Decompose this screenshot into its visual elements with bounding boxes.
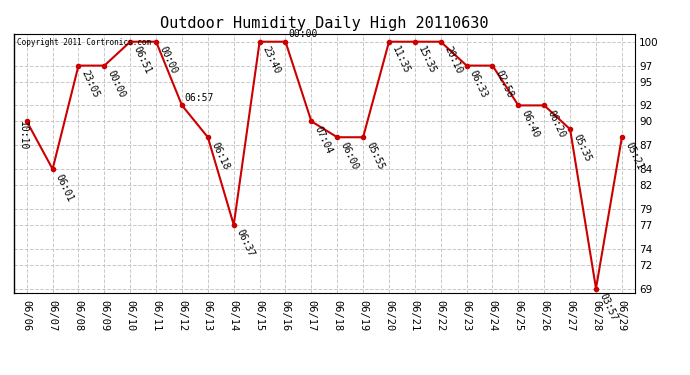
Text: 06:01: 06:01: [54, 172, 75, 203]
Text: 20:10: 20:10: [442, 45, 464, 76]
Text: 06:18: 06:18: [209, 140, 230, 171]
Text: 23:05: 23:05: [80, 69, 101, 100]
Text: 02:58: 02:58: [494, 69, 515, 100]
Text: 06:33: 06:33: [468, 69, 489, 100]
Text: 06:40: 06:40: [520, 109, 541, 140]
Text: 06:37: 06:37: [235, 228, 257, 259]
Text: 00:00: 00:00: [106, 69, 127, 100]
Text: 05:55: 05:55: [364, 140, 386, 171]
Text: 07:04: 07:04: [313, 124, 334, 155]
Text: 06:51: 06:51: [132, 45, 153, 76]
Text: 11:35: 11:35: [391, 45, 412, 76]
Text: 06:00: 06:00: [339, 140, 360, 171]
Text: 00:00: 00:00: [157, 45, 179, 76]
Text: 05:35: 05:35: [571, 132, 593, 164]
Text: 15:35: 15:35: [416, 45, 437, 76]
Text: 03:57: 03:57: [598, 292, 619, 322]
Text: 10:10: 10:10: [18, 122, 28, 151]
Text: 00:00: 00:00: [288, 29, 317, 39]
Text: 06:20: 06:20: [546, 109, 567, 140]
Text: 06:57: 06:57: [185, 93, 214, 103]
Text: Copyright 2011 Cortronics.com: Copyright 2011 Cortronics.com: [17, 38, 151, 46]
Text: 05:21: 05:21: [623, 140, 644, 171]
Title: Outdoor Humidity Daily High 20110630: Outdoor Humidity Daily High 20110630: [160, 16, 489, 31]
Text: 23:40: 23:40: [261, 45, 282, 76]
